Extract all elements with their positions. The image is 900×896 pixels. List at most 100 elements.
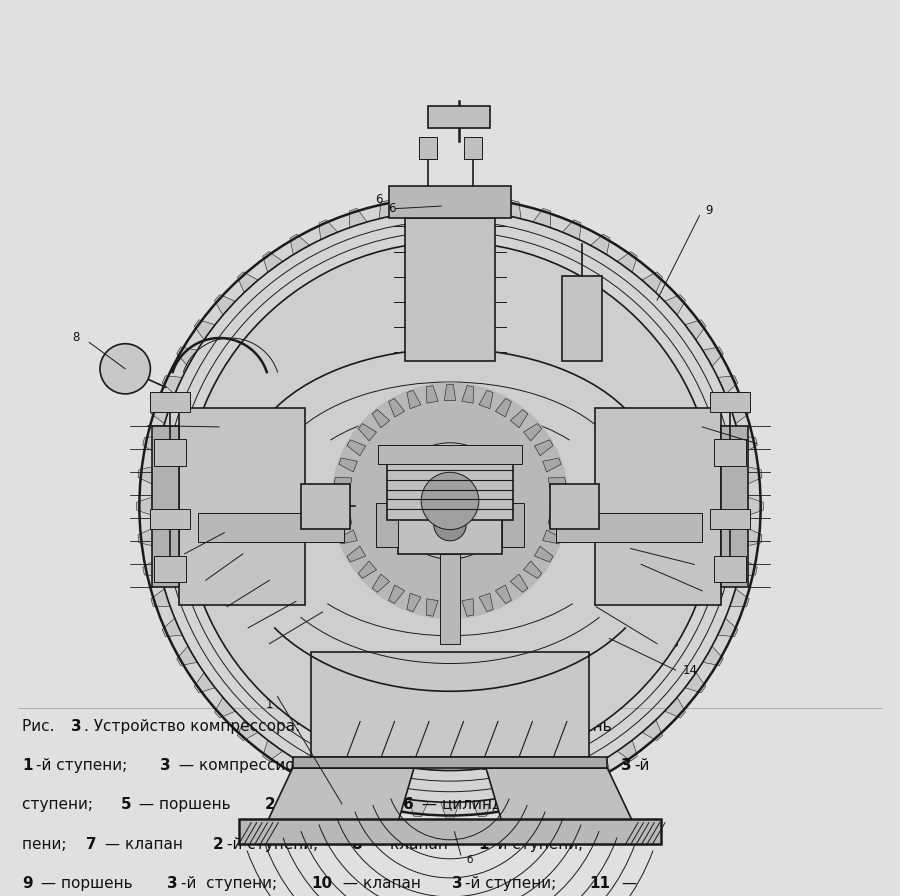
- Text: -й ступени;: -й ступени;: [465, 876, 562, 892]
- Bar: [398, 495, 502, 554]
- Bar: [550, 484, 599, 529]
- Bar: [150, 392, 190, 412]
- Polygon shape: [349, 209, 367, 228]
- Polygon shape: [543, 530, 561, 544]
- Polygon shape: [339, 458, 357, 472]
- Polygon shape: [730, 406, 749, 424]
- Polygon shape: [319, 772, 338, 793]
- Text: -й ступени;: -й ступени;: [279, 797, 375, 813]
- Text: 9: 9: [22, 876, 33, 892]
- Text: 2: 2: [170, 547, 177, 560]
- Text: 13: 13: [664, 637, 680, 650]
- Text: — поршень: — поршень: [36, 876, 138, 892]
- Text: -й ступени;: -й ступени;: [491, 837, 583, 852]
- Text: — компрессионные кольца;: — компрессионные кольца;: [174, 758, 408, 773]
- Polygon shape: [379, 794, 397, 812]
- Text: -й  ступени;: -й ступени;: [181, 876, 282, 892]
- Polygon shape: [524, 424, 542, 441]
- Polygon shape: [214, 295, 236, 315]
- Polygon shape: [339, 530, 357, 544]
- Polygon shape: [138, 528, 156, 547]
- Polygon shape: [739, 559, 757, 577]
- Text: 3: 3: [71, 719, 81, 734]
- Polygon shape: [137, 497, 153, 515]
- Text: . Устройство компрессора:: . Устройство компрессора:: [85, 719, 306, 734]
- Polygon shape: [739, 435, 757, 453]
- Text: 4: 4: [476, 758, 487, 773]
- Bar: [378, 444, 522, 464]
- Polygon shape: [389, 585, 405, 604]
- Polygon shape: [349, 785, 367, 804]
- Polygon shape: [410, 799, 428, 817]
- Text: 1: 1: [22, 758, 33, 773]
- Text: 6: 6: [403, 797, 414, 813]
- Bar: [721, 426, 748, 587]
- Polygon shape: [333, 495, 349, 506]
- Polygon shape: [703, 347, 724, 366]
- Polygon shape: [472, 195, 491, 213]
- Polygon shape: [730, 589, 749, 607]
- Bar: [238, 819, 662, 844]
- Text: —: —: [616, 876, 636, 892]
- Text: — цилиндр: — цилиндр: [417, 797, 517, 813]
- Bar: [556, 513, 702, 542]
- Polygon shape: [503, 201, 521, 219]
- Text: 3: 3: [621, 758, 632, 773]
- Bar: [152, 426, 179, 587]
- Polygon shape: [551, 495, 567, 506]
- Bar: [714, 439, 746, 466]
- Polygon shape: [503, 794, 521, 812]
- Polygon shape: [358, 424, 376, 441]
- Bar: [387, 448, 513, 520]
- Polygon shape: [744, 466, 762, 485]
- Text: ступени;: ступени;: [22, 797, 98, 813]
- Bar: [198, 513, 344, 542]
- Polygon shape: [162, 375, 183, 394]
- Polygon shape: [143, 435, 161, 453]
- Text: — клапан: — клапан: [100, 837, 188, 852]
- Text: 1: 1: [478, 837, 489, 852]
- Polygon shape: [379, 201, 397, 219]
- Polygon shape: [151, 406, 170, 424]
- Polygon shape: [238, 271, 258, 293]
- Polygon shape: [495, 585, 511, 604]
- Bar: [179, 408, 305, 605]
- Polygon shape: [479, 391, 493, 409]
- Text: 8: 8: [351, 837, 362, 852]
- Text: 5: 5: [234, 621, 241, 634]
- Text: 2: 2: [213, 837, 224, 852]
- Circle shape: [434, 509, 466, 541]
- Bar: [389, 186, 511, 218]
- Polygon shape: [373, 574, 390, 592]
- Text: 7: 7: [201, 415, 209, 428]
- Text: 8: 8: [72, 331, 79, 343]
- Text: — поршень: — поршень: [490, 758, 591, 773]
- Bar: [292, 757, 608, 768]
- Bar: [376, 503, 398, 547]
- Bar: [150, 509, 190, 529]
- Polygon shape: [162, 618, 183, 637]
- Polygon shape: [263, 252, 283, 272]
- Polygon shape: [685, 320, 706, 340]
- Polygon shape: [214, 697, 236, 718]
- Text: 10: 10: [707, 415, 723, 428]
- Text: 4: 4: [212, 600, 220, 613]
- Polygon shape: [664, 697, 686, 718]
- Text: — поршень: — поршень: [516, 719, 612, 734]
- Circle shape: [439, 490, 461, 512]
- Polygon shape: [263, 740, 283, 761]
- Polygon shape: [535, 440, 553, 456]
- Text: -й ступени;: -й ступени;: [36, 758, 132, 773]
- Text: — клапан: — клапан: [364, 837, 453, 852]
- Text: -й: -й: [634, 758, 650, 773]
- Polygon shape: [703, 646, 724, 666]
- Polygon shape: [479, 593, 493, 612]
- Bar: [154, 556, 186, 582]
- Polygon shape: [462, 385, 473, 403]
- Polygon shape: [358, 561, 376, 579]
- Text: 14: 14: [683, 664, 698, 676]
- Polygon shape: [747, 497, 763, 515]
- Polygon shape: [617, 252, 637, 272]
- Text: Рис.: Рис.: [22, 719, 60, 734]
- Polygon shape: [472, 799, 491, 817]
